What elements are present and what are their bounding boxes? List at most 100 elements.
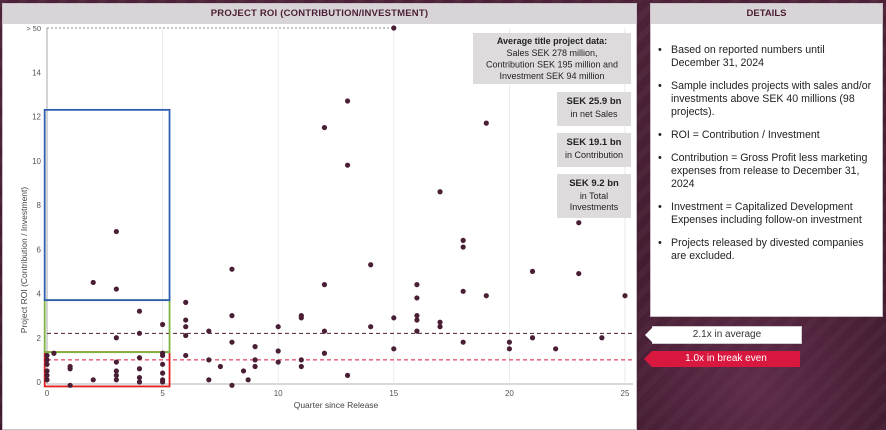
avg-data-box — [473, 33, 631, 84]
details-item: Based on reported numbers until December… — [658, 44, 874, 70]
details-panel: DETAILS Based on reported numbers until … — [650, 3, 883, 317]
data-point — [391, 25, 397, 31]
y-tick-label: 10 — [32, 157, 41, 166]
stat-box-label: in Total — [580, 191, 608, 201]
data-point — [460, 237, 466, 243]
data-point — [576, 270, 582, 277]
details-panel-title: DETAILS — [651, 4, 882, 24]
data-point — [206, 328, 212, 334]
avg-data-title: Average title project data: — [497, 36, 607, 46]
data-point — [229, 266, 235, 272]
data-point — [344, 372, 351, 378]
data-point — [113, 286, 119, 292]
stat-box-label: Investments — [570, 202, 619, 212]
data-point — [529, 268, 536, 274]
stat-box — [557, 174, 631, 218]
stat-box-label: in Contribution — [565, 150, 623, 160]
data-point — [44, 357, 50, 363]
data-point — [183, 332, 189, 339]
data-point — [298, 363, 304, 370]
data-point — [136, 355, 143, 361]
data-point — [368, 324, 374, 330]
data-point — [506, 339, 512, 345]
chart-panel-title: PROJECT ROI (CONTRIBUTION/INVESTMENT) — [3, 4, 636, 24]
data-point — [599, 335, 605, 341]
data-point — [183, 324, 189, 330]
data-point — [113, 377, 119, 383]
avg-data-line: Investment SEK 94 million — [499, 71, 604, 81]
data-point — [529, 335, 536, 341]
data-point — [113, 372, 119, 378]
data-point — [44, 352, 50, 359]
data-point — [90, 279, 96, 286]
data-point — [183, 317, 189, 323]
data-point — [240, 368, 247, 374]
data-point — [206, 357, 212, 363]
data-point — [576, 220, 582, 226]
details-item: Sample includes projects with sales and/… — [658, 80, 874, 119]
average-callout: 2.1x in average — [645, 326, 802, 344]
data-point — [275, 324, 281, 330]
data-point — [252, 357, 258, 363]
data-point — [44, 377, 50, 383]
highlight-box — [43, 351, 171, 388]
data-point — [460, 244, 466, 250]
data-point — [229, 382, 235, 388]
data-point — [44, 372, 50, 378]
data-point — [183, 352, 189, 359]
data-point — [483, 293, 489, 299]
details-item: Contribution = Gross Profit less marketi… — [658, 152, 874, 191]
data-point — [183, 299, 189, 305]
data-point — [160, 379, 166, 385]
data-point — [391, 346, 397, 352]
data-point — [160, 361, 166, 367]
data-point — [437, 324, 443, 330]
data-point — [113, 335, 119, 341]
data-point — [321, 282, 328, 288]
average-callout-pointer — [645, 327, 653, 343]
data-point — [275, 359, 281, 365]
data-point — [136, 366, 143, 372]
details-item: Projects released by divested companies … — [658, 237, 874, 263]
data-point — [51, 350, 57, 356]
y-tick-label: 12 — [32, 113, 41, 122]
x-tick-label: 15 — [389, 389, 398, 398]
stat-box — [557, 133, 631, 167]
y-tick-label: 8 — [37, 201, 42, 210]
x-tick-label: 20 — [505, 389, 514, 398]
data-point — [136, 379, 143, 385]
data-point — [90, 377, 96, 383]
data-point — [391, 315, 397, 321]
data-point — [414, 317, 420, 323]
avg-data-line: Contribution SEK 195 million and — [486, 60, 618, 70]
data-point — [229, 339, 235, 345]
data-point — [622, 293, 628, 299]
data-point — [298, 315, 304, 321]
data-point — [275, 348, 281, 354]
x-tick-label: 0 — [45, 389, 50, 398]
data-point — [44, 368, 50, 374]
data-point — [483, 120, 489, 126]
break-even-callout-pointer — [644, 351, 652, 367]
x-axis-label: Quarter since Release — [294, 400, 379, 410]
stat-box-value: SEK 25.9 bn — [567, 96, 622, 107]
highlight-box — [43, 299, 171, 354]
y-tick-label: 2 — [37, 334, 42, 343]
data-point — [414, 282, 420, 288]
data-point — [321, 328, 328, 334]
data-point — [252, 363, 258, 370]
data-point — [67, 382, 73, 388]
data-point — [414, 295, 420, 301]
data-point — [136, 374, 143, 381]
avg-data-line: Sales SEK 278 million, — [506, 48, 597, 58]
data-point — [437, 319, 443, 325]
data-point — [217, 363, 223, 370]
y-tick-label: 0 — [37, 378, 42, 387]
data-point — [344, 98, 351, 104]
stat-box-value: SEK 9.2 bn — [569, 178, 619, 189]
data-point — [553, 346, 559, 352]
data-point — [252, 344, 258, 350]
average-callout-label: 2.1x in average — [692, 329, 762, 340]
data-point — [321, 124, 328, 131]
